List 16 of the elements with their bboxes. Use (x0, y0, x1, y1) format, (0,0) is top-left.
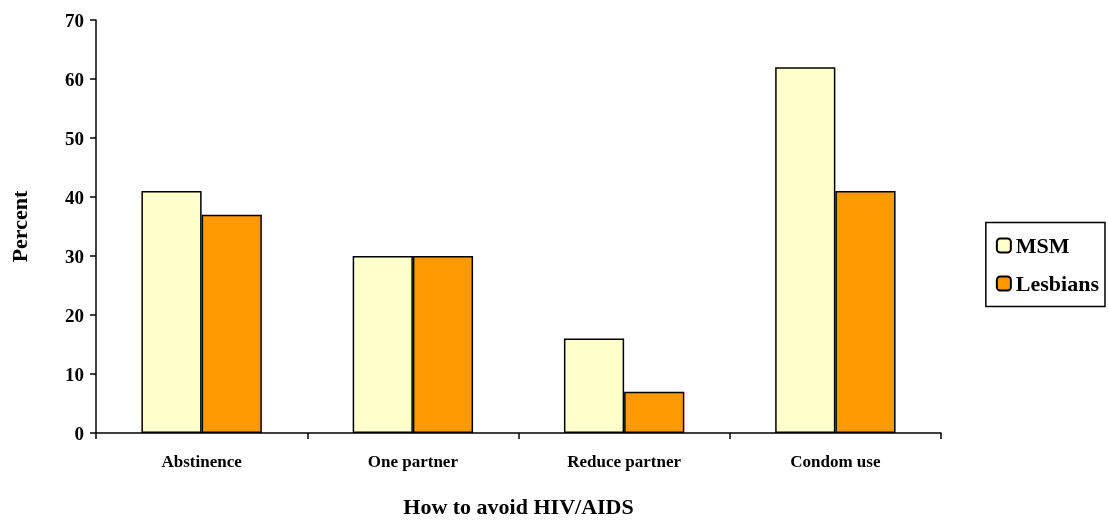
y-axis-title: Percent (6, 190, 32, 263)
legend-label: MSM (1015, 233, 1070, 258)
x-tick-label: Condom use (790, 452, 881, 471)
x-tick-label: Reduce partner (567, 452, 682, 471)
y-tick-label: 70 (65, 9, 84, 31)
y-tick-label: 40 (65, 186, 84, 208)
y-tick-label: 10 (65, 363, 84, 385)
x-axis-title: How to avoid HIV/AIDS (403, 493, 634, 519)
y-tick-label: 30 (65, 245, 84, 267)
legend-label: Lesbians (1015, 271, 1100, 296)
y-tick-label: 60 (65, 68, 84, 90)
y-tick-label: 0 (74, 422, 84, 444)
x-tick-label: Abstinence (161, 452, 243, 471)
y-tick-label: 50 (65, 127, 84, 149)
x-tick-label: One partner (367, 452, 459, 471)
y-tick-label: 20 (65, 304, 84, 326)
